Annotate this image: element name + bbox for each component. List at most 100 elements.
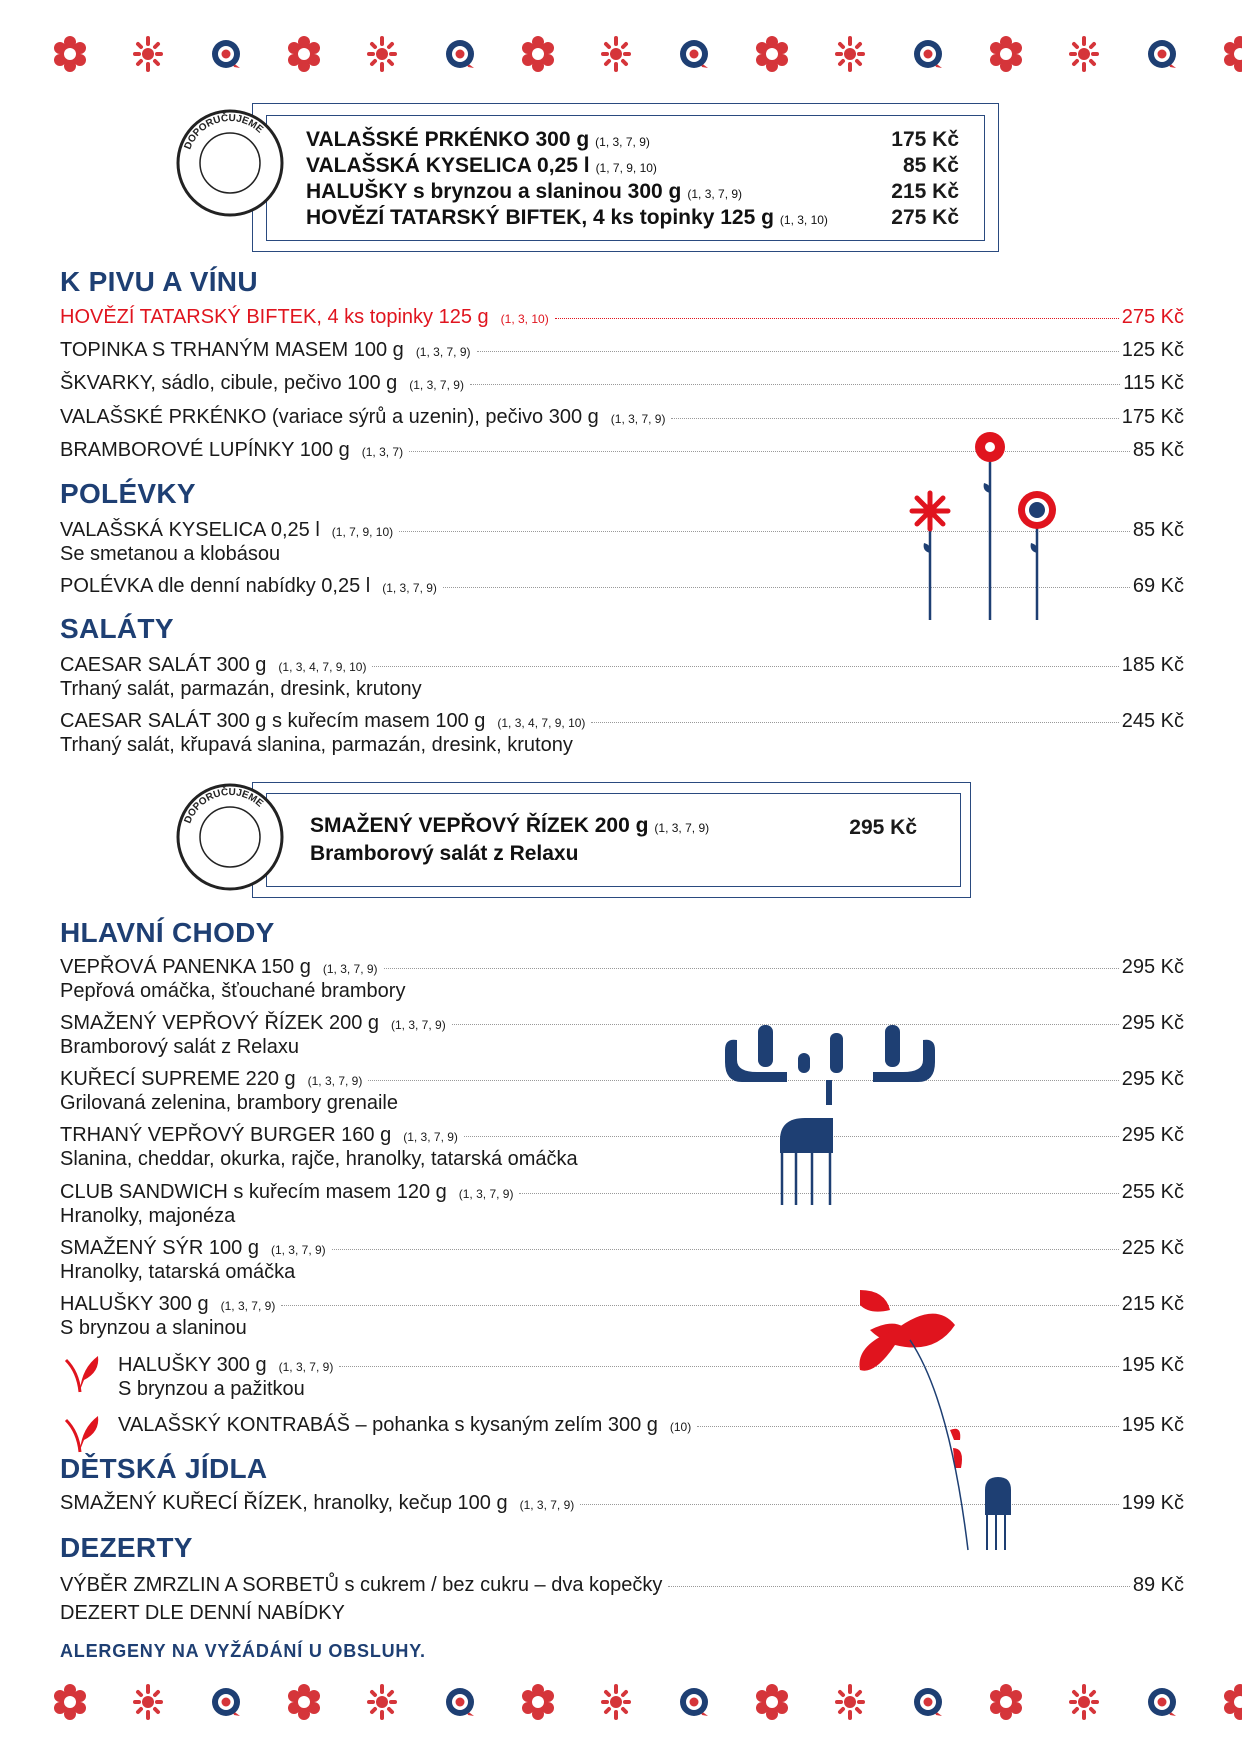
- item-name: VALAŠSKÁ KYSELICA 0,25 l: [306, 154, 590, 177]
- item-price: 245 Kč: [1121, 710, 1184, 732]
- item-description: S brynzou a slaninou: [60, 1317, 247, 1339]
- menu-item: HALUŠKY 300 g (1, 3, 7, 9) 215 Kč S brynzou…: [60, 1293, 1184, 1340]
- item-price: 175 Kč: [1121, 406, 1184, 428]
- star-flower-icon: [835, 1684, 865, 1720]
- item-description: Se smetanou a klobásou: [60, 543, 281, 565]
- menu-item: POLÉVKA dle denní nabídky 0,25 l (1, 3, 7…: [60, 575, 1184, 598]
- section-heading: DEZERTY: [60, 1532, 193, 1563]
- item-price: 295 Kč: [1121, 1124, 1184, 1146]
- moose-illustration: [725, 1025, 935, 1205]
- star-flower-icon: [835, 36, 865, 72]
- menu-item: VALAŠSKÁ KYSELICA 0,25 l (1, 7, 9, 10) 85 …: [60, 519, 1184, 566]
- dotted-leader: [519, 1193, 1119, 1194]
- flower-icon: [522, 1684, 554, 1720]
- item-allergens: (1, 3, 7, 9): [307, 1074, 363, 1088]
- target-icon: [446, 1688, 474, 1716]
- menu-item: SMAŽENÝ KUŘECÍ ŘÍZEK, hranolky, kečup 10…: [60, 1492, 1184, 1515]
- item-name: TRHANÝ VEPŘOVÝ BURGER 160 g: [60, 1124, 392, 1146]
- dotted-leader: [580, 1504, 1119, 1505]
- item-description: Bramborový salát z Relaxu: [60, 1036, 299, 1058]
- recommended-item-name: SMAŽENÝ VEPŘOVÝ ŘÍZEK 200 g (1, 3, 7, 9): [310, 814, 709, 838]
- menu-item: CAESAR SALÁT 300 g s kuřecím masem 100 g…: [60, 710, 1184, 757]
- section-heading: POLÉVKY: [60, 478, 196, 509]
- item-price: 199 Kč: [1121, 1492, 1184, 1514]
- target-icon: [914, 40, 942, 68]
- vegetarian-leaf-icon: [64, 1416, 99, 1453]
- item-allergens: (1, 3, 7, 9): [409, 378, 464, 392]
- dotted-leader: [476, 351, 1119, 352]
- menu-item: KUŘECÍ SUPREME 220 g (1, 3, 7, 9) 295 Kč Gr…: [60, 1068, 1184, 1115]
- item-name: TOPINKA S TRHANÝM MASEM 100 g: [60, 339, 404, 361]
- star-flower-icon: [133, 36, 163, 72]
- item-description: Trhaný salát, parmazán, dresink, krutony: [60, 678, 422, 700]
- deer-flower-illustration: [859, 1290, 1011, 1551]
- flower-icon: [990, 36, 1022, 72]
- item-allergens: (1, 3, 10): [500, 312, 549, 326]
- item-name: HALUŠKY 300 g: [118, 1354, 267, 1376]
- item-price: 275 Kč: [1121, 306, 1184, 328]
- vegetarian-leaf-icon: [64, 1356, 99, 1393]
- star-flower-icon: [601, 36, 631, 72]
- menu-item: VEPŘOVÁ PANENKA 150 g (1, 3, 7, 9) 295 Kč P…: [60, 956, 1184, 1003]
- dotted-leader: [331, 1249, 1119, 1250]
- item-name: CLUB SANDWICH s kuřecím masem 120 g: [60, 1181, 447, 1203]
- item-description: Bramborový salát z Relaxu: [310, 842, 579, 865]
- recommended-item: HALUŠKY s brynzou a slaninou 300 g (1, 3…: [306, 180, 742, 204]
- recommended-stamp-icon: DOPORUČUJEME: [176, 783, 284, 891]
- flower-icon: [54, 1684, 86, 1720]
- menu-item: CAESAR SALÁT 300 g (1, 3, 4, 7, 9, 10) 185…: [60, 654, 1184, 701]
- flower-icon: [756, 36, 788, 72]
- star-flower-icon: [1069, 1684, 1099, 1720]
- item-name: HOVĚZÍ TATARSKÝ BIFTEK, 4 ks topinky 125…: [60, 306, 489, 328]
- item-name: HALUŠKY s brynzou a slaninou 300 g: [306, 180, 682, 203]
- section-heading: K PIVU A VÍNU: [60, 266, 258, 297]
- item-name: VALAŠSKÉ PRKÉNKO 300 g: [306, 128, 590, 151]
- menu-item: VALAŠSKÉ PRKÉNKO (variace sýrů a uzenin)…: [60, 406, 1184, 429]
- item-description: S brynzou a pažitkou: [118, 1378, 305, 1400]
- item-name: VALAŠSKÁ KYSELICA 0,25 l: [60, 519, 320, 541]
- item-price: 85 Kč: [1132, 519, 1184, 541]
- item-name: CAESAR SALÁT 300 g s kuřecím masem 100 g: [60, 710, 486, 732]
- recommended-box-2-inner: [266, 793, 961, 887]
- recommended-item-price: 175 Kč: [891, 128, 959, 151]
- menu-item: HALUŠKY 300 g (1, 3, 7, 9) 195 Kč S brynzou…: [118, 1354, 1184, 1401]
- star-flower-icon: [367, 36, 397, 72]
- target-icon: [680, 40, 708, 68]
- item-description: Hranolky, majonéza: [60, 1205, 236, 1227]
- dotted-leader: [372, 666, 1119, 667]
- recommended-item: HOVĚZÍ TATARSKÝ BIFTEK, 4 ks topinky 125…: [306, 206, 828, 230]
- item-description: Grilovaná zelenina, brambory grenaile: [60, 1092, 398, 1114]
- item-name: VEPŘOVÁ PANENKA 150 g: [60, 956, 311, 978]
- recommended-item-price: 295 Kč: [849, 816, 917, 839]
- menu-item: VÝBĚR ZMRZLIN A SORBETŮ s cukrem / bez c…: [60, 1574, 1184, 1597]
- item-price: 69 Kč: [1132, 575, 1184, 597]
- dotted-leader: [469, 384, 1121, 385]
- star-flower-icon: [133, 1684, 163, 1720]
- item-allergens: (1, 7, 9, 10): [331, 525, 394, 539]
- recommended-item-description: Bramborový salát z Relaxu: [310, 842, 578, 866]
- dotted-leader: [451, 1024, 1119, 1025]
- item-allergens: (1, 3, 7, 9): [595, 135, 650, 149]
- star-flower-icon: [367, 1684, 397, 1720]
- item-allergens: (1, 3, 7, 9): [403, 1130, 458, 1144]
- flower-icon: [990, 1684, 1022, 1720]
- menu-item: TRHANÝ VEPŘOVÝ BURGER 160 g (1, 3, 7, 9) 2…: [60, 1124, 1184, 1171]
- flower-icon: [522, 36, 554, 72]
- item-name: VALAŠSKÉ PRKÉNKO (variace sýrů a uzenin)…: [60, 406, 599, 428]
- dotted-leader: [697, 1426, 1119, 1427]
- item-name: SMAŽENÝ VEPŘOVÝ ŘÍZEK 200 g: [310, 814, 649, 837]
- item-allergens: (1, 3, 7, 9): [458, 1187, 514, 1201]
- section-heading: DĚTSKÁ JÍDLA: [60, 1453, 268, 1484]
- star-flower-icon: [601, 1684, 631, 1720]
- item-allergens: (1, 3, 4, 7, 9, 10): [497, 716, 586, 730]
- menu-item: TOPINKA S TRHANÝM MASEM 100 g (1, 3, 7, 9…: [60, 339, 1184, 362]
- item-allergens: (1, 3, 7, 9): [220, 1299, 276, 1313]
- item-description: Hranolky, tatarská omáčka: [60, 1261, 296, 1283]
- item-name: SMAŽENÝ VEPŘOVÝ ŘÍZEK 200 g: [60, 1012, 379, 1034]
- item-name: BRAMBOROVÉ LUPÍNKY 100 g: [60, 439, 350, 461]
- target-icon: [446, 40, 474, 68]
- dotted-leader: [668, 1586, 1130, 1587]
- menu-item: BRAMBOROVÉ LUPÍNKY 100 g (1, 3, 7) 85 Kč: [60, 439, 1184, 462]
- menu-item: CLUB SANDWICH s kuřecím masem 120 g (1, 3…: [60, 1181, 1184, 1228]
- flower-icon: [1224, 1684, 1242, 1720]
